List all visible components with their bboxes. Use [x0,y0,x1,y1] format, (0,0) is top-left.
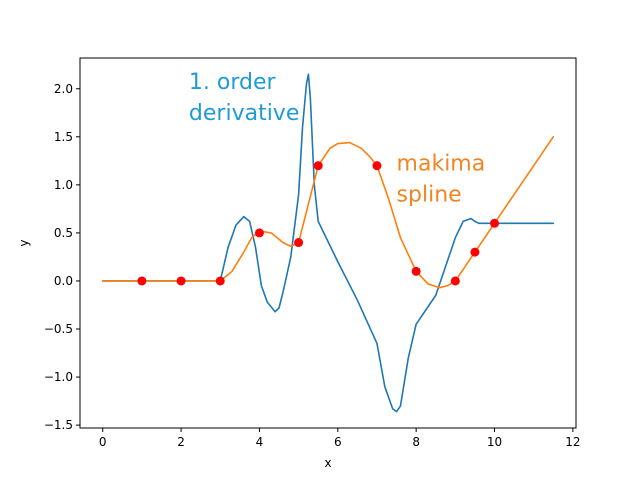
data-point [372,161,382,171]
y-axis-label: y [17,239,31,246]
y-tick-label: 0.0 [54,274,73,288]
data-point [176,276,186,286]
y-tick-label: −1.0 [44,370,73,384]
data-point [450,276,460,286]
x-tick-label: 4 [256,435,264,449]
y-tick-label: −0.5 [44,322,73,336]
y-tick-label: 1.5 [54,130,73,144]
x-axis-ticks: 0 2 4 6 8 10 12 [99,428,581,449]
x-tick-label: 0 [99,435,107,449]
x-tick-label: 12 [565,435,580,449]
annotation-line: derivative [189,101,299,126]
y-axis-ticks: −1.5 −1.0 −0.5 0.0 0.5 1.0 1.5 2.0 [44,82,80,432]
y-tick-label: 2.0 [54,82,73,96]
x-tick-label: 2 [177,435,185,449]
y-tick-label: 0.5 [54,226,73,240]
x-axis-label: x [324,456,331,470]
data-points [137,161,500,286]
annotation-line: spline [397,182,462,207]
x-tick-label: 8 [412,435,420,449]
data-point [294,238,304,248]
data-point [470,247,480,257]
data-point [490,218,500,228]
x-tick-label: 6 [334,435,342,449]
y-tick-label: 1.0 [54,178,73,192]
data-point [411,266,421,276]
annotation-0: 1. order derivative [189,70,299,126]
x-tick-label: 10 [487,435,502,449]
y-tick-label: −1.5 [44,418,73,432]
data-point [137,276,147,286]
series-line-0 [101,73,555,413]
data-point [313,161,323,171]
annotation-line: makima [397,151,486,176]
data-point [254,228,264,238]
annotations: 1. order derivative makima spline [189,70,485,208]
annotation-line: 1. order [189,70,277,95]
axes-frame [79,57,577,429]
annotation-1: makima spline [397,151,486,207]
data-point [215,276,225,286]
